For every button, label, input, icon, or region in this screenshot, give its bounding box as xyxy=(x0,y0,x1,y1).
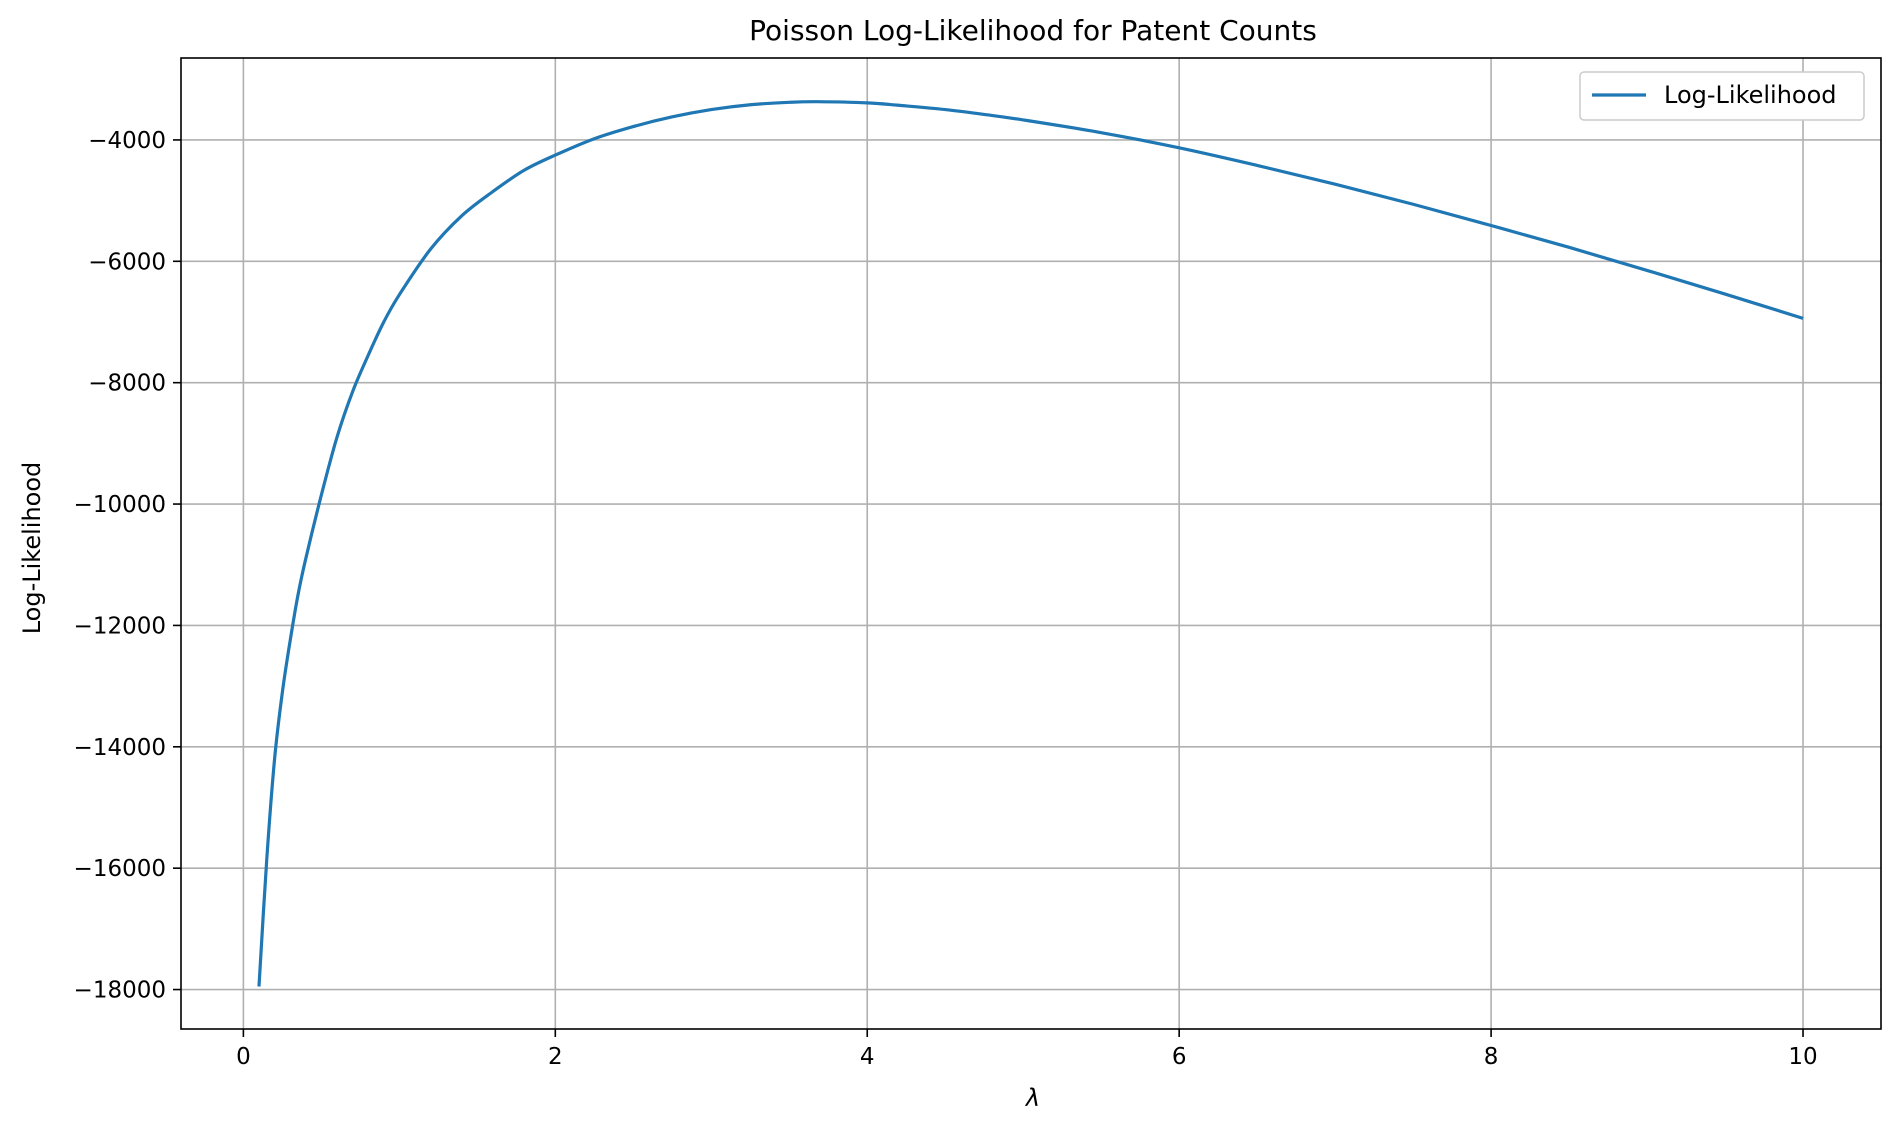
y-tick-label: −16000 xyxy=(74,856,166,882)
y-axis: −18000 −16000 −14000 −12000 −10000 −8000 −6000… xyxy=(74,128,181,1004)
x-tick-label: 4 xyxy=(860,1044,875,1070)
plot-area xyxy=(257,100,1804,987)
series-line-log-likelihood xyxy=(257,100,1804,987)
x-tick-label: 10 xyxy=(1788,1044,1817,1070)
y-axis-label: Log-Likelihood xyxy=(18,462,46,635)
grid xyxy=(181,58,1881,1029)
y-tick-label: −12000 xyxy=(74,613,166,639)
x-tick-label: 0 xyxy=(236,1044,251,1070)
x-tick-label: 6 xyxy=(1172,1044,1187,1070)
y-tick-label: −18000 xyxy=(74,978,166,1004)
legend-label: Log-Likelihood xyxy=(1664,81,1837,109)
y-tick-label: −6000 xyxy=(88,249,166,275)
x-axis-label: λ xyxy=(1024,1084,1040,1112)
legend-box xyxy=(1579,71,1865,121)
x-tick-label: 8 xyxy=(1484,1044,1499,1070)
chart-title: Poisson Log-Likelihood for Patent Counts xyxy=(749,14,1317,47)
axes-frame xyxy=(180,57,1882,1030)
y-tick-label: −10000 xyxy=(74,492,166,518)
y-tick-label: −4000 xyxy=(88,128,166,154)
y-tick-label: −8000 xyxy=(88,371,166,397)
x-axis: 0 2 4 6 8 10 xyxy=(236,1029,1818,1070)
x-tick-label: 2 xyxy=(548,1044,563,1070)
legend: Log-Likelihood xyxy=(1579,71,1865,121)
y-tick-label: −14000 xyxy=(74,735,166,761)
